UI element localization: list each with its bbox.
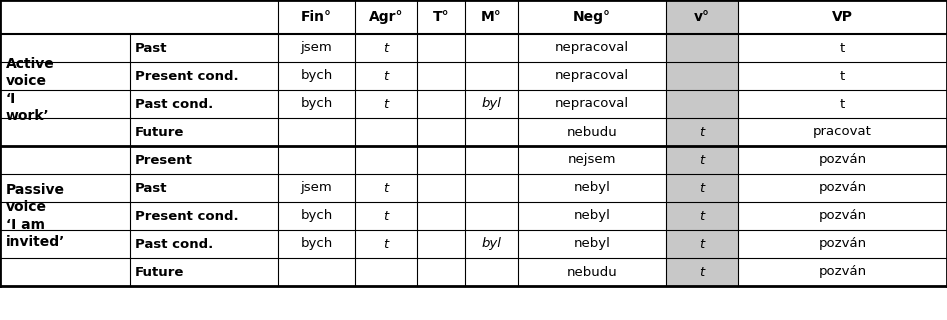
Text: bych: bych (300, 210, 332, 222)
Text: Present cond.: Present cond. (135, 69, 239, 83)
Text: nebudu: nebudu (566, 125, 617, 139)
Text: Present: Present (135, 154, 193, 166)
Text: v°: v° (694, 10, 710, 24)
Text: bych: bych (300, 237, 332, 251)
Text: t: t (840, 69, 845, 83)
Text: Future: Future (135, 125, 185, 139)
Text: t: t (700, 210, 705, 222)
Text: t: t (384, 181, 388, 195)
Text: byl: byl (482, 237, 502, 251)
Text: nebyl: nebyl (574, 237, 611, 251)
Text: nepracoval: nepracoval (555, 98, 629, 110)
Text: Past cond.: Past cond. (135, 98, 213, 110)
Bar (666, 174, 738, 202)
Text: Past: Past (135, 42, 168, 54)
Text: Past: Past (135, 181, 168, 195)
Text: Neg°: Neg° (573, 10, 611, 24)
Text: Future: Future (135, 266, 185, 278)
Text: jsem: jsem (300, 181, 332, 195)
Text: t: t (700, 266, 705, 278)
Text: pozván: pozván (818, 181, 867, 195)
Text: nepracoval: nepracoval (555, 69, 629, 83)
Text: nepracoval: nepracoval (555, 42, 629, 54)
Text: t: t (384, 69, 388, 83)
Text: t: t (840, 42, 845, 54)
Text: nebudu: nebudu (566, 266, 617, 278)
Text: Active
voice
‘I
work’: Active voice ‘I work’ (6, 57, 55, 123)
Bar (666, 202, 738, 230)
Text: t: t (840, 98, 845, 110)
Text: t: t (700, 237, 705, 251)
Text: nejsem: nejsem (568, 154, 616, 166)
Text: jsem: jsem (300, 42, 332, 54)
Text: VP: VP (832, 10, 853, 24)
Bar (666, 34, 738, 62)
Text: Passive
voice
‘I am
invited’: Passive voice ‘I am invited’ (6, 183, 65, 249)
Text: pozván: pozván (818, 210, 867, 222)
Text: Fin°: Fin° (301, 10, 332, 24)
Text: t: t (384, 98, 388, 110)
Text: Past cond.: Past cond. (135, 237, 213, 251)
Text: byl: byl (482, 98, 502, 110)
Text: pozván: pozván (818, 154, 867, 166)
Text: pracovat: pracovat (813, 125, 872, 139)
Text: nebyl: nebyl (574, 210, 611, 222)
Text: bych: bych (300, 98, 332, 110)
Bar (666, 90, 738, 118)
Text: pozván: pozván (818, 237, 867, 251)
Bar (666, 230, 738, 258)
Text: t: t (700, 125, 705, 139)
Text: t: t (384, 210, 388, 222)
Text: pozván: pozván (818, 266, 867, 278)
Text: t: t (700, 154, 705, 166)
Text: M°: M° (481, 10, 502, 24)
Text: Present cond.: Present cond. (135, 210, 239, 222)
Bar (666, 258, 738, 286)
Text: t: t (384, 42, 388, 54)
Bar (666, 146, 738, 174)
Bar (666, 62, 738, 90)
Text: t: t (700, 181, 705, 195)
Bar (666, 118, 738, 146)
Text: T°: T° (433, 10, 449, 24)
Text: Agr°: Agr° (368, 10, 403, 24)
Text: bych: bych (300, 69, 332, 83)
Text: t: t (384, 237, 388, 251)
Text: nebyl: nebyl (574, 181, 611, 195)
Bar (666, 0, 738, 34)
